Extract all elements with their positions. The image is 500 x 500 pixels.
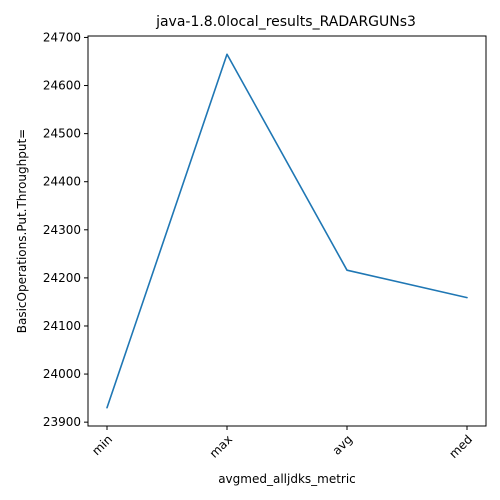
y-tick-label: 24200 <box>43 271 81 285</box>
y-tick-label: 24100 <box>43 319 81 333</box>
chart-title: java-1.8.0local_results_RADARGUNs3 <box>155 14 416 30</box>
x-axis-label: avgmed_alljdks_metric <box>218 472 356 486</box>
y-tick-label: 23900 <box>43 415 81 429</box>
y-axis-label: BasicOperations.Put.Throughput= <box>15 129 29 333</box>
y-tick-label: 24400 <box>43 175 81 189</box>
y-tick-label: 24000 <box>43 367 81 381</box>
series-line <box>106 53 468 409</box>
y-tick-label: 24500 <box>43 127 81 141</box>
y-tick-label: 24300 <box>43 223 81 237</box>
plot-frame <box>87 35 487 427</box>
y-tick-label: 24600 <box>43 79 81 93</box>
y-tick-label: 24700 <box>43 30 81 44</box>
